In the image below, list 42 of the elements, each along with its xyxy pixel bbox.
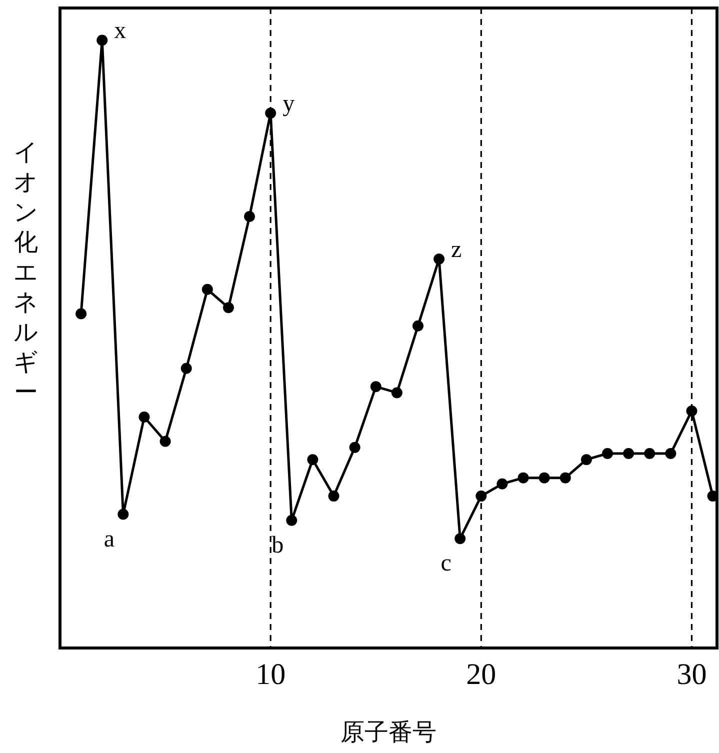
point xyxy=(307,454,318,466)
x-tick-label: 30 xyxy=(676,658,707,691)
annotation: a xyxy=(104,526,115,552)
point xyxy=(686,405,698,416)
point xyxy=(76,308,87,320)
point xyxy=(265,108,276,119)
point xyxy=(560,472,571,484)
point xyxy=(118,508,129,520)
point xyxy=(328,490,340,502)
point xyxy=(518,472,529,484)
x-tick-label: 10 xyxy=(256,658,286,691)
annotation: z xyxy=(451,237,462,264)
point xyxy=(454,533,466,544)
point xyxy=(370,381,382,392)
point xyxy=(644,448,656,460)
point xyxy=(412,320,424,332)
point xyxy=(96,34,108,46)
point xyxy=(349,442,360,453)
point xyxy=(286,514,298,526)
point xyxy=(434,254,445,265)
point xyxy=(391,387,402,398)
point xyxy=(580,454,592,466)
point xyxy=(538,472,550,484)
point xyxy=(707,490,717,502)
annotation: x xyxy=(114,18,126,44)
point xyxy=(623,448,634,460)
point xyxy=(160,436,171,447)
point xyxy=(222,302,234,314)
point xyxy=(602,448,613,460)
point xyxy=(202,284,213,295)
annotation: y xyxy=(282,91,295,118)
point xyxy=(496,478,508,490)
annotation: b xyxy=(272,532,284,558)
point xyxy=(476,490,487,502)
point xyxy=(244,210,256,222)
annotation: c xyxy=(440,550,452,577)
point xyxy=(180,362,192,374)
text: イオン化エネルギー xyxy=(14,138,38,406)
point xyxy=(138,412,150,423)
x-axis-title: 原子番号 xyxy=(340,718,436,746)
point xyxy=(665,448,676,460)
x-tick-label: 20 xyxy=(466,658,496,691)
